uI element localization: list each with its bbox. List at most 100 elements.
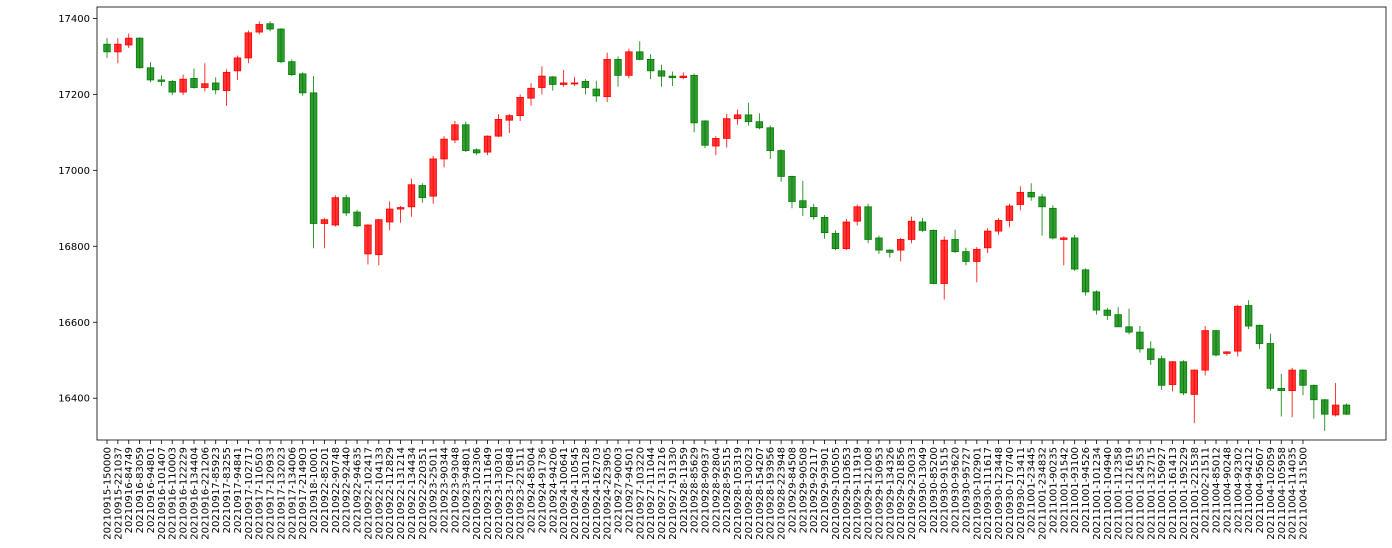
x-tick-label: 20210923-102306 xyxy=(472,447,483,540)
candle-body xyxy=(157,79,166,82)
x-tick-label: 20210922-94635 xyxy=(353,447,364,533)
x-tick-label: 20210923-94801 xyxy=(461,447,472,533)
x-tick-label: 20210927-90003 xyxy=(614,447,625,533)
x-tick-label: 20210930-85200 xyxy=(929,447,940,533)
x-tick-label: 20210916-134404 xyxy=(189,447,200,540)
x-tick-label: 20210930-13049 xyxy=(918,447,929,533)
candle-body xyxy=(396,207,405,210)
x-tick-label: 20210915-150000 xyxy=(103,447,114,540)
x-tick-label: 20211001-90235 xyxy=(1048,447,1059,533)
x-tick-label: 20210915-221037 xyxy=(113,447,124,540)
candle-body xyxy=(451,124,459,141)
candle-body xyxy=(375,219,383,256)
x-tick-label: 20210929-92117 xyxy=(809,447,820,533)
x-tick-label: 20210928-85629 xyxy=(690,447,701,533)
x-tick-label: 20210917-214903 xyxy=(298,447,309,540)
x-tick-label: 20210917-110503 xyxy=(255,447,266,540)
candle-body xyxy=(679,75,687,79)
x-tick-label: 20210930-123448 xyxy=(994,447,1005,540)
x-tick-label: 20211004-114035 xyxy=(1288,447,1299,540)
x-tick-label: 20210929-90508 xyxy=(798,447,809,533)
candle-body xyxy=(777,150,785,177)
x-tick-label: 20210922-131214 xyxy=(396,447,407,540)
candle-body xyxy=(712,138,720,147)
x-tick-label: 20210922-112829 xyxy=(385,447,396,540)
y-tick-label: 17400 xyxy=(58,14,90,25)
x-tick-label: 20210917-83255 xyxy=(222,447,233,533)
x-tick-label: 20210927-94501 xyxy=(624,447,635,533)
x-tick-label: 20210928-223948 xyxy=(777,447,788,540)
candle-body xyxy=(516,96,524,117)
x-tick-label: 20211001-94526 xyxy=(1081,447,1092,533)
x-tick-label: 20211004-102059 xyxy=(1266,447,1277,540)
x-tick-label: 20211001-104940 xyxy=(1103,447,1114,540)
candle-body xyxy=(897,239,905,251)
candle-body xyxy=(168,81,176,93)
x-tick-label: 20210916-94801 xyxy=(146,447,157,533)
x-tick-label: 20210923-25011 xyxy=(429,447,440,533)
candle-body xyxy=(1103,309,1111,316)
x-tick-label: 20210929-134326 xyxy=(885,447,896,540)
x-tick-label: 20210922-134434 xyxy=(407,447,418,540)
candle-body xyxy=(538,75,546,88)
candle-body xyxy=(1266,343,1275,389)
x-tick-label: 20210922-85201 xyxy=(320,447,331,533)
x-tick-label: 20211001-23445 xyxy=(1027,447,1038,533)
y-axis: 16400 16600 16800 17000 17200 17400 xyxy=(58,14,97,405)
candle-body xyxy=(831,232,840,249)
candle-body xyxy=(125,37,133,46)
x-tick-label: 20210928-92804 xyxy=(711,447,722,533)
x-tick-label: 20210917-85923 xyxy=(211,447,222,533)
candle-body xyxy=(1331,404,1340,416)
x-tick-label: 20210917-102717 xyxy=(244,447,255,540)
candle-body xyxy=(1049,207,1057,239)
candle-body xyxy=(1288,369,1296,392)
x-tick-label: 20211001-195229 xyxy=(1179,447,1190,540)
candle-body xyxy=(179,78,187,93)
x-tick-label: 20210927-191330 xyxy=(668,447,679,540)
x-tick-label: 20210923-221511 xyxy=(516,447,527,540)
x-tick-label: 20211004-131500 xyxy=(1299,447,1310,540)
x-tick-label: 20211004-105958 xyxy=(1277,447,1288,540)
candle-body xyxy=(418,185,427,199)
x-tick-label: 20210923-130301 xyxy=(494,447,505,540)
x-tick-label: 20210918-10001 xyxy=(309,447,320,533)
candle-body xyxy=(940,239,948,284)
candle-body xyxy=(766,127,774,151)
x-tick-label: 20210924-85004 xyxy=(527,447,538,533)
candle-body xyxy=(1299,369,1307,386)
x-tick-label: 20210916-101407 xyxy=(157,447,168,540)
x-tick-label: 20210916-221206 xyxy=(200,447,211,540)
candle-body xyxy=(581,81,590,88)
candle-body xyxy=(1060,237,1068,240)
x-tick-label: 20210917-134006 xyxy=(287,447,298,540)
x-tick-label: 20210917-94841 xyxy=(233,447,244,533)
candle-body xyxy=(146,67,155,81)
x-tick-label: 20210923-93048 xyxy=(450,447,461,533)
candle-body xyxy=(559,82,568,85)
candle-body xyxy=(570,82,579,85)
x-tick-label: 20210929-201856 xyxy=(896,447,907,540)
candle-body xyxy=(1125,326,1133,333)
x-tick-label: 20210924-162703 xyxy=(592,447,603,540)
candle-body xyxy=(842,221,851,249)
candle-body xyxy=(886,249,894,253)
candle-body xyxy=(1223,351,1231,354)
x-tick-label: 20210924-110545 xyxy=(570,447,581,540)
x-tick-label: 20210928-154207 xyxy=(755,447,766,540)
x-tick-label: 20210929-111919 xyxy=(853,447,864,540)
candle-body xyxy=(1027,191,1035,198)
y-tick-label: 16400 xyxy=(58,394,90,405)
candle-body xyxy=(810,207,818,218)
candle-body xyxy=(733,114,742,120)
x-tick-label: 20211001-93100 xyxy=(1070,447,1081,533)
candle-body xyxy=(636,51,644,60)
candle-body xyxy=(625,51,633,76)
y-tick-label: 16800 xyxy=(58,242,90,253)
candle-body xyxy=(233,57,242,72)
x-tick-label: 20210928-11959 xyxy=(679,447,690,533)
candle-body xyxy=(505,115,513,121)
x-tick-label: 20210922-220351 xyxy=(418,447,429,540)
x-tick-label: 20210930-213411 xyxy=(1016,447,1027,540)
x-tick-label: 20210924-223905 xyxy=(603,447,614,540)
